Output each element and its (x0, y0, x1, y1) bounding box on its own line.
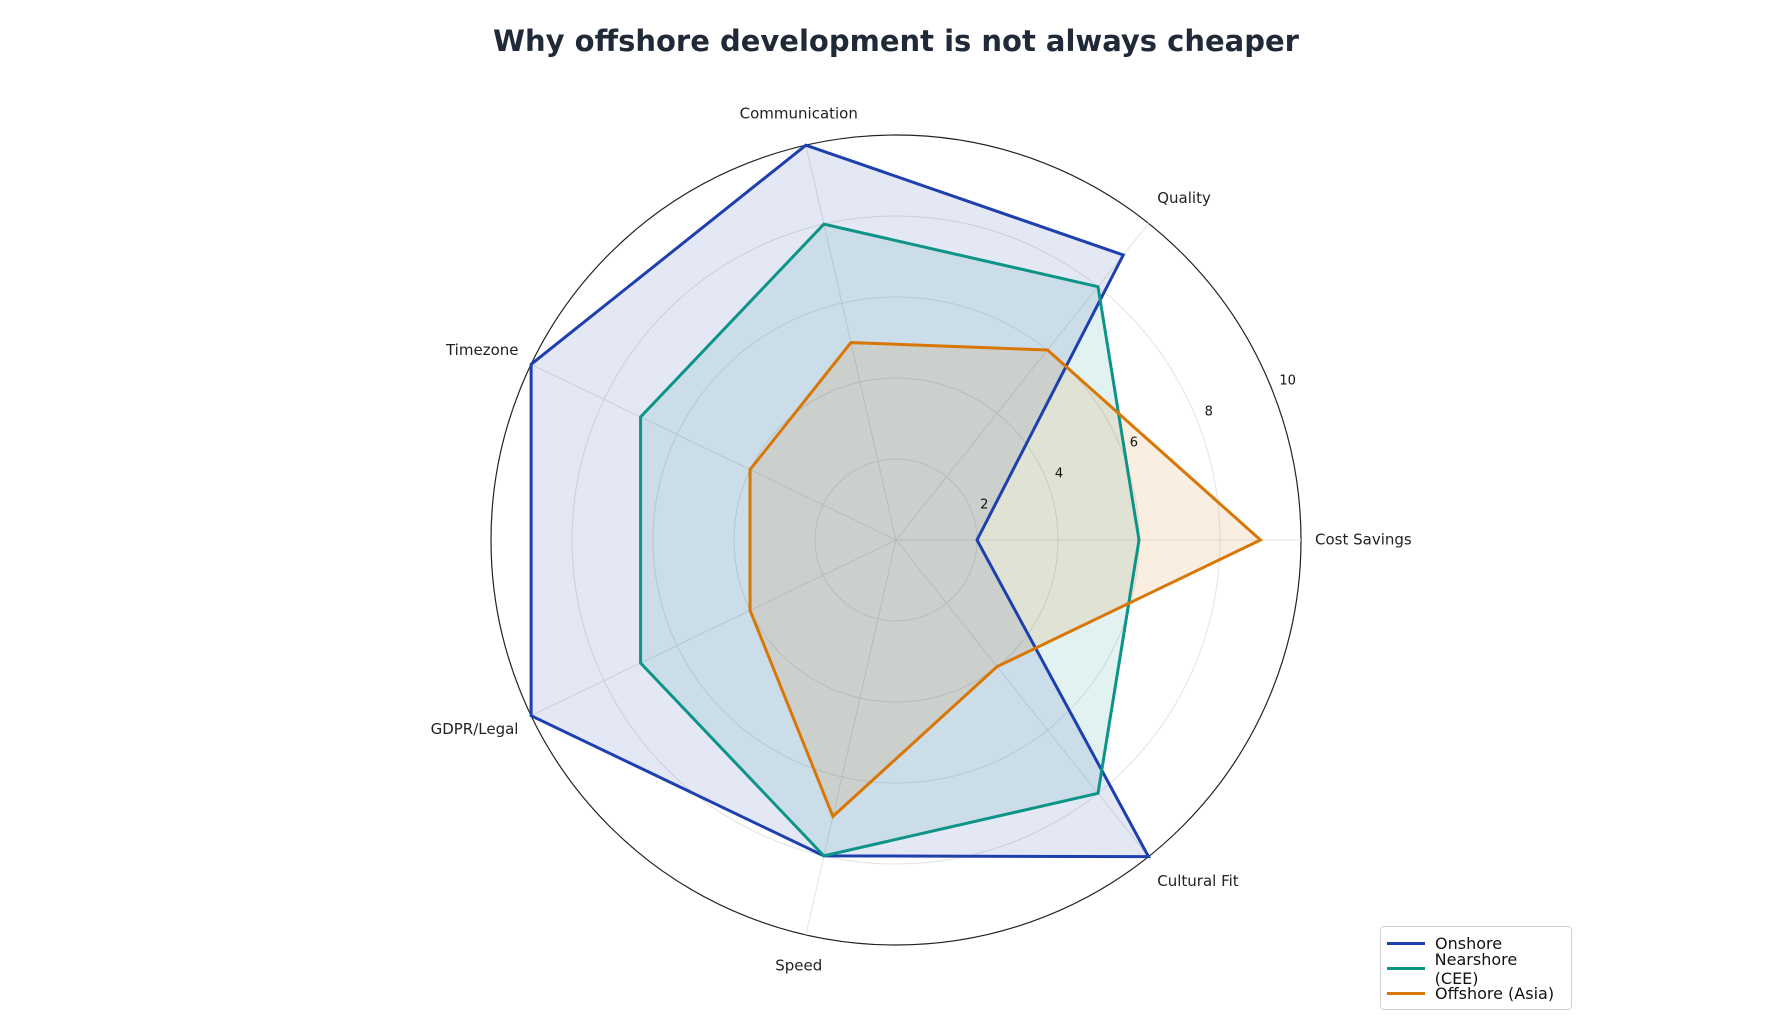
radial-tick-label: 10 (1279, 374, 1296, 389)
legend-label: Onshore (1435, 934, 1503, 953)
category-label: Timezone (445, 341, 519, 359)
spoke-line (895, 539, 1149, 857)
spoke-line (805, 539, 897, 935)
legend-item: Offshore (Asia) (1387, 981, 1565, 1006)
radar-grid (490, 134, 1302, 946)
category-label: Communication (740, 104, 858, 122)
legend-item: Nearshore (CEE) (1387, 950, 1565, 988)
radial-tick-label: 4 (1055, 467, 1063, 482)
radial-tick-label: 8 (1205, 405, 1213, 420)
category-label: Cultural Fit (1157, 872, 1239, 890)
radial-tick-label: 6 (1130, 436, 1138, 451)
axis-labels: 2 4 6 8 10 Cost Savings Quality Communication Ti… (431, 104, 1412, 974)
series-fills (531, 145, 1261, 857)
legend: Onshore Nearshore (CEE) Offshore (Asia) (1380, 926, 1572, 1010)
series-lines (529, 143, 1264, 859)
series-fill-1 (640, 224, 1139, 856)
category-label: Cost Savings (1315, 531, 1412, 549)
series-fill-2 (750, 342, 1261, 817)
legend-swatch (1387, 942, 1425, 945)
legend-label: Offshore (Asia) (1435, 984, 1555, 1003)
category-label: Quality (1157, 189, 1211, 207)
radial-tick-label: 2 (980, 498, 988, 513)
series-fill-0 (531, 145, 1149, 857)
spoke-line (895, 223, 1149, 541)
legend-item: Onshore (1387, 931, 1565, 956)
legend-swatch (1387, 992, 1425, 995)
legend-swatch (1387, 967, 1425, 970)
spoke-line (530, 539, 897, 717)
spoke-line (530, 363, 897, 541)
category-label: Speed (775, 957, 822, 975)
category-label: GDPR/Legal (431, 720, 519, 738)
chart-title: Why offshore development is not always c… (493, 24, 1299, 58)
series-line-1 (639, 222, 1141, 858)
series-line-0 (529, 143, 1152, 859)
legend-label: Nearshore (CEE) (1434, 949, 1518, 988)
series-line-2 (748, 341, 1264, 819)
